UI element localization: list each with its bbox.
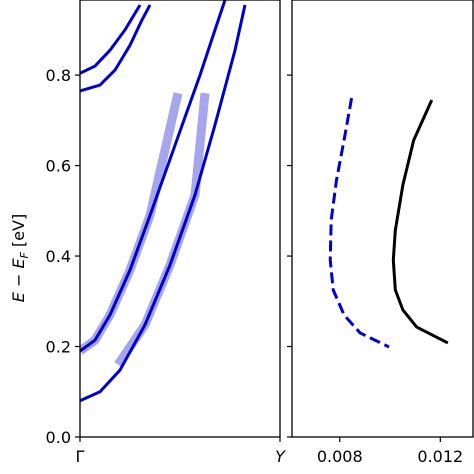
y-tick-label: 0.2 [46, 338, 71, 357]
y-tick-label: 0.0 [46, 428, 71, 447]
x-tick-label: Γ [76, 447, 85, 466]
axes-frame [291, 0, 474, 438]
series-line [114, 92, 210, 368]
x-tick-label: 0.008 [317, 447, 363, 466]
axes-frame [79, 0, 281, 438]
y-label-main: E − E [9, 258, 28, 303]
series-line [391, 99, 449, 345]
y-axis-label: E − EF [eV] [9, 214, 31, 302]
y-label-suffix: [eV] [9, 214, 28, 252]
y-tick-label: 0.6 [46, 157, 71, 176]
series-line [80, 4, 142, 75]
x-tick-label: 0.012 [417, 447, 463, 466]
y-label-sub: F [18, 251, 31, 258]
series-line [80, 92, 183, 355]
y-tick-label: 0.4 [46, 247, 71, 266]
series-line [80, 4, 247, 403]
series-line [328, 97, 390, 349]
series-line [80, 4, 152, 93]
y-tick-label: 0.8 [46, 66, 71, 85]
series-line [80, 0, 227, 353]
x-tick-label: Y [275, 447, 286, 466]
